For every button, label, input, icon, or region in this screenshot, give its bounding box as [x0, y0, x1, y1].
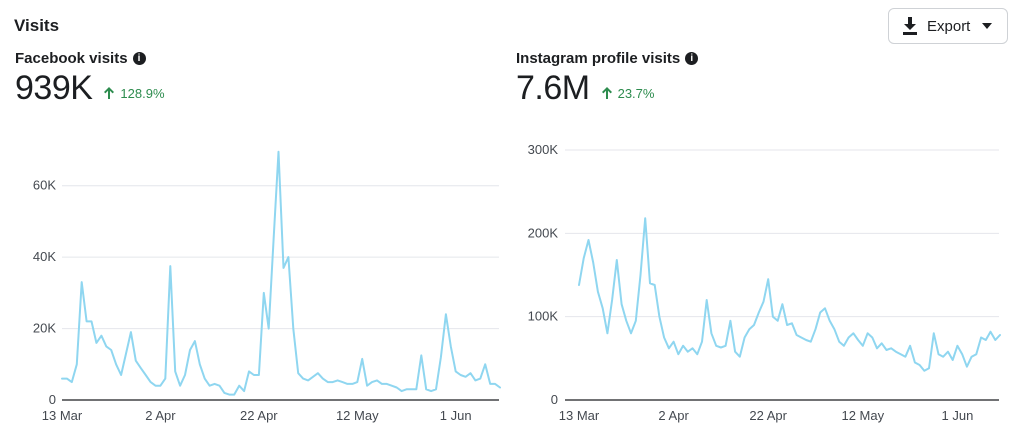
x-tick-label: 2 Apr	[658, 408, 689, 423]
info-icon[interactable]: i	[132, 52, 146, 65]
metric-value: 7.6M	[516, 69, 590, 107]
change-value: 128.9%	[120, 85, 165, 101]
y-tick-label: 40K	[33, 249, 56, 264]
x-tick-label: 22 Apr	[240, 408, 278, 423]
change-indicator: 23.7%	[601, 85, 655, 101]
y-tick-label: 60K	[33, 178, 56, 193]
info-icon[interactable]: i	[685, 52, 699, 65]
export-button[interactable]: Export	[888, 8, 1008, 44]
series-line	[578, 217, 1001, 372]
change-value: 23.7%	[617, 85, 655, 101]
x-tick-label: 12 May	[336, 408, 379, 423]
panel-title: Facebook visits	[15, 50, 128, 67]
y-tick-label: 200K	[528, 225, 559, 240]
x-tick-label: 1 Jun	[942, 408, 974, 423]
metric-value: 939K	[15, 69, 93, 107]
y-tick-label: 0	[551, 392, 558, 407]
y-tick-label: 0	[49, 392, 56, 407]
x-tick-label: 22 Apr	[749, 408, 787, 423]
y-tick-label: 20K	[33, 321, 56, 336]
panel-title: Instagram profile visits	[516, 50, 681, 67]
instagram-profile-visits-panel: Instagram profile visits i 7.6M 23.7%	[516, 50, 1006, 108]
export-label: Export	[927, 17, 971, 35]
arrow-up-icon	[601, 87, 612, 99]
arrow-up-icon	[104, 87, 115, 99]
x-tick-label: 1 Jun	[440, 408, 472, 423]
section-title: Visits	[14, 16, 60, 35]
facebook-visits-panel: Facebook visits i 939K 128.9%	[15, 50, 505, 108]
y-tick-label: 300K	[528, 142, 559, 157]
x-tick-label: 13 Mar	[42, 408, 83, 423]
y-tick-label: 100K	[528, 309, 559, 324]
x-tick-label: 2 Apr	[145, 408, 176, 423]
change-indicator: 128.9%	[104, 85, 165, 101]
chevron-down-icon	[982, 23, 993, 29]
x-tick-label: 13 Mar	[559, 408, 600, 423]
download-icon	[903, 17, 917, 35]
x-tick-label: 12 May	[841, 408, 884, 423]
series-line	[61, 150, 501, 396]
